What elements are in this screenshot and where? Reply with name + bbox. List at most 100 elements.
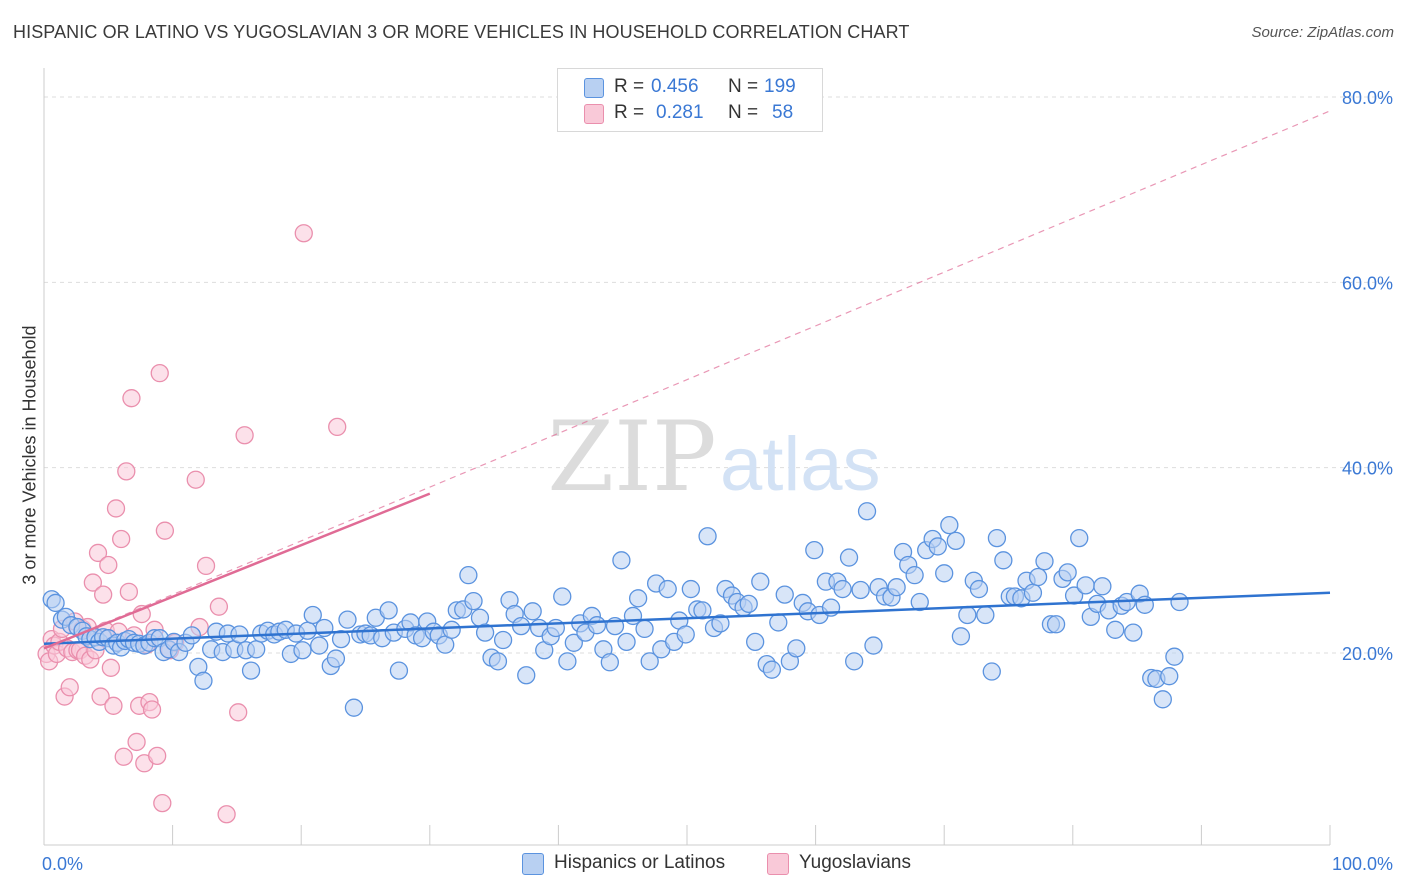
hispanics-point (1170, 592, 1189, 612)
x-tick-label: 100.0% (1332, 854, 1393, 874)
yugoslavians-point (94, 585, 113, 604)
yugoslavians-point (155, 521, 175, 540)
hispanics-point (1058, 563, 1077, 582)
r-value: 0.281 (656, 102, 704, 123)
hispanics-point (676, 625, 695, 644)
hispanics-point (994, 551, 1013, 570)
chart-title: HISPANIC OR LATINO VS YUGOSLAVIAN 3 OR M… (13, 22, 910, 42)
hispanics-point (241, 661, 261, 680)
yugoslavians-point (101, 658, 121, 677)
yugoslavians-point (294, 224, 313, 243)
hispanics-point (982, 662, 1001, 681)
hispanics-point (379, 601, 398, 620)
hispanics-point (845, 652, 864, 671)
yugoslavians-point (83, 573, 103, 592)
hispanics-point (612, 551, 631, 570)
hispanics-point (464, 591, 483, 611)
hispanics-point (310, 636, 329, 655)
stats-legend: R = 0.456 N = 199 R = 0.281 N = 58 (557, 68, 823, 132)
yugoslavians-point (99, 555, 118, 575)
hispanics-point (1076, 576, 1095, 595)
hispanics-point (658, 579, 677, 599)
hispanics-point (905, 566, 924, 585)
hispanics-point (517, 666, 536, 685)
hispanics-point (230, 625, 249, 644)
yugoslavians-point (127, 732, 146, 752)
yugoslavians-point (217, 805, 236, 824)
hispanics-point (746, 632, 765, 652)
yugoslavians-point (106, 499, 126, 518)
yugoslavians-point (209, 597, 229, 616)
hispanics-point (711, 614, 730, 633)
yugoslavians-point (148, 746, 167, 766)
hispanics-point (640, 652, 659, 671)
hispanics-swatch (584, 78, 604, 98)
hispanics-point (839, 548, 859, 567)
n-value: 58 (772, 102, 794, 123)
yugoslavians-point (88, 543, 108, 563)
hispanics-point (553, 587, 572, 606)
hispanics-point (617, 632, 636, 652)
hispanics-point (1124, 623, 1143, 642)
y-tick-label: 40.0% (1342, 459, 1393, 479)
yugoslavians-point (91, 687, 110, 706)
yugoslavians-legend-label: Yugoslavians (799, 852, 911, 873)
hispanics-point (987, 528, 1007, 548)
hispanics-point (247, 640, 266, 659)
watermark-zip: ZIP (547, 401, 716, 513)
n-label: N = (728, 102, 759, 123)
hispanics-point (523, 602, 542, 621)
hispanics-point (857, 502, 877, 521)
yugoslavians-point (142, 700, 162, 719)
hispanics-point (338, 610, 357, 629)
hispanics-point (1106, 620, 1125, 639)
yugoslavians-points (37, 224, 347, 824)
n-label: N = (728, 76, 759, 97)
hispanics-point (475, 623, 495, 642)
yugoslavians-legend-swatch (767, 853, 789, 875)
hispanics-point (762, 660, 782, 679)
r-value: 0.456 (651, 76, 699, 97)
hispanics-point (303, 605, 322, 625)
hispanics-point (946, 531, 965, 551)
y-tick-label: 20.0% (1342, 644, 1393, 664)
hispanics-point (628, 589, 648, 608)
hispanics-point (805, 540, 824, 560)
yugoslavians-trendline (43, 492, 431, 650)
hispanics-point (194, 671, 213, 690)
hispanics-point (564, 633, 583, 652)
gridlines (44, 96, 1392, 654)
yugoslavians-point (104, 696, 123, 715)
hispanics-point (769, 613, 788, 632)
hispanics-point (1165, 647, 1184, 666)
hispanics-point (787, 639, 806, 658)
hispanics-point (293, 641, 312, 660)
hispanics-point (488, 652, 508, 671)
x-tick-label: 0.0% (42, 854, 83, 874)
hispanics-point (46, 593, 65, 613)
axes (43, 68, 1331, 846)
yugoslavians-point (229, 703, 248, 722)
hispanics-point (851, 580, 870, 600)
yugoslavians-point (186, 470, 205, 489)
yugoslavians-point (112, 529, 131, 549)
hispanics-point (1046, 615, 1066, 634)
yugoslavians-point (117, 462, 136, 481)
hispanics-legend-swatch (522, 853, 544, 875)
hispanics-point (635, 619, 654, 639)
yugoslavians-point (235, 426, 254, 445)
yugoslavians-point (114, 747, 133, 766)
yugoslavians-point (122, 389, 141, 408)
hispanics-point (1028, 567, 1048, 587)
hispanics-point (775, 585, 794, 604)
r-label: R = (614, 102, 645, 123)
hispanics-point (1160, 667, 1179, 686)
yugoslavians-point (196, 556, 216, 576)
hispanics-point (1035, 552, 1054, 571)
yugoslavians-trendline-extended (43, 110, 1331, 649)
hispanics-trendline (43, 591, 1331, 645)
hispanics-point (698, 527, 717, 546)
watermark-atlas: atlas (720, 422, 881, 507)
hispanics-point (558, 652, 577, 671)
